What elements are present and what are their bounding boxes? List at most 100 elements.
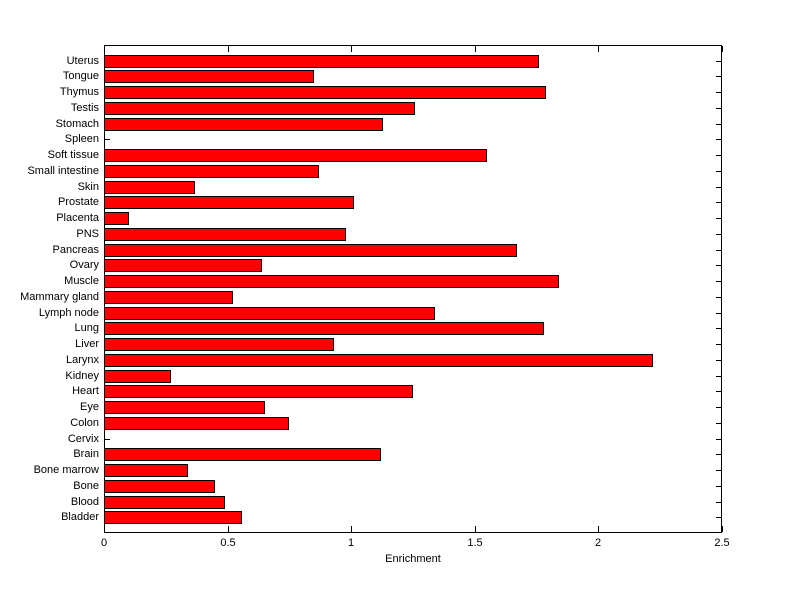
bar (104, 165, 319, 178)
y-axis-tick (716, 502, 721, 503)
bar (104, 496, 225, 509)
x-axis-tick (351, 46, 352, 52)
y-axis-tick (716, 171, 721, 172)
y-axis-label: Bone marrow (33, 464, 99, 476)
y-axis-label: Skin (77, 181, 99, 193)
x-axis-tick (228, 46, 229, 52)
y-axis-label: Uterus (66, 55, 99, 67)
x-tick-label: 0 (100, 537, 108, 549)
y-axis-label: PNS (76, 228, 99, 240)
y-axis-label: Liver (75, 338, 99, 350)
bar (104, 385, 413, 398)
bar (104, 338, 334, 351)
y-axis-label: Lymph node (38, 307, 99, 319)
y-axis-label: Heart (72, 385, 99, 397)
x-tick-label: 1 (347, 537, 355, 549)
y-axis-label: Tongue (62, 70, 99, 82)
y-axis-label: Small intestine (27, 165, 99, 177)
y-axis-tick (716, 328, 721, 329)
y-axis-tick (716, 391, 721, 392)
y-axis-label: Soft tissue (47, 149, 99, 161)
y-axis-tick (716, 250, 721, 251)
y-axis-label: Mammary gland (20, 291, 99, 303)
y-axis-label: Prostate (58, 196, 99, 208)
y-axis-label: Colon (70, 417, 99, 429)
y-axis-label: Bone (73, 480, 99, 492)
bar (104, 401, 265, 414)
bar (104, 322, 544, 335)
x-tick-label: 0.5 (220, 537, 236, 549)
y-axis-label: Ovary (69, 259, 99, 271)
bar (104, 181, 195, 194)
x-axis-tick (351, 526, 352, 532)
y-axis-label: Thymus (59, 86, 99, 98)
x-axis-tick (104, 526, 105, 532)
bar (104, 102, 415, 115)
bar (104, 212, 129, 225)
y-axis-tick (716, 187, 721, 188)
bar (104, 259, 262, 272)
y-axis-tick (716, 281, 721, 282)
bar (104, 354, 653, 367)
y-axis-label: Larynx (65, 354, 99, 366)
y-axis-tick (716, 297, 721, 298)
bar (104, 464, 188, 477)
bar (104, 149, 487, 162)
bar (104, 291, 233, 304)
x-axis-tick (598, 526, 599, 532)
y-axis-label: Placenta (56, 212, 99, 224)
y-axis-tick (716, 344, 721, 345)
y-axis-label: Pancreas (52, 244, 99, 256)
y-axis-label: Bladder (61, 511, 99, 523)
bar (104, 196, 354, 209)
y-axis-tick (105, 439, 110, 440)
y-axis-tick (716, 76, 721, 77)
y-axis-tick (716, 108, 721, 109)
y-axis-tick (716, 439, 721, 440)
x-axis-tick (228, 526, 229, 532)
bar (104, 55, 539, 68)
bar (104, 244, 517, 257)
y-axis-label: Eye (80, 401, 99, 413)
y-axis-tick (716, 155, 721, 156)
bar (104, 307, 435, 320)
y-axis-tick (716, 265, 721, 266)
y-axis-tick (716, 124, 721, 125)
y-axis-tick (716, 423, 721, 424)
y-axis-tick (716, 92, 721, 93)
y-axis-label: Blood (70, 496, 99, 508)
y-axis-label: Stomach (55, 118, 99, 130)
bar (104, 448, 381, 461)
x-tick-label: 2.5 (714, 537, 730, 549)
bar (104, 70, 314, 83)
bar (104, 118, 383, 131)
y-axis-label: Spleen (64, 133, 99, 145)
y-axis-tick (716, 313, 721, 314)
x-axis-title: Enrichment (385, 553, 441, 565)
y-axis-label: Lung (74, 322, 99, 334)
y-axis-label: Testis (70, 102, 99, 114)
y-axis-tick (105, 139, 110, 140)
y-axis-label: Kidney (65, 370, 99, 382)
y-axis-tick (716, 139, 721, 140)
y-axis-tick (716, 376, 721, 377)
x-axis-tick (722, 46, 723, 52)
bar (104, 228, 346, 241)
x-tick-label: 1.5 (467, 537, 483, 549)
y-axis-label: Brain (73, 448, 99, 460)
y-axis-tick (716, 234, 721, 235)
bar (104, 417, 289, 430)
y-axis-tick (716, 218, 721, 219)
y-axis-tick (716, 517, 721, 518)
y-axis-tick (716, 202, 721, 203)
bar (104, 370, 171, 383)
y-axis-label: Cervix (67, 433, 99, 445)
y-axis-label: Muscle (64, 275, 99, 287)
y-axis-tick (716, 61, 721, 62)
x-tick-label: 2 (594, 537, 602, 549)
bar (104, 511, 242, 524)
x-axis-tick (475, 526, 476, 532)
x-axis-tick (104, 46, 105, 52)
bar (104, 86, 546, 99)
